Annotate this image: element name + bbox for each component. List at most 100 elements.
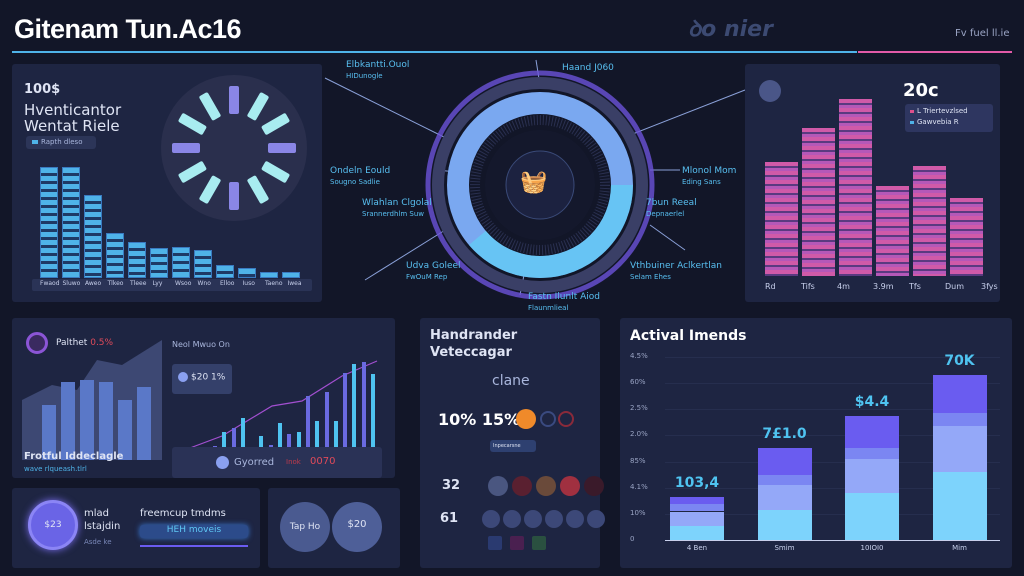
caption-sub: wave rlqueash.tlrl [24,465,87,473]
basket-icon: 🧺 [520,170,548,195]
bar [260,272,278,278]
dial-tick [261,161,290,183]
bar-label: 3fys [981,282,998,291]
bar-label: Tfs [909,282,921,291]
bar-label: Aweo [85,280,102,287]
legend-item: Gawvebia R [910,118,988,126]
y-tick-label: 0 [630,535,635,543]
footer-value: 0070 [310,456,336,467]
bar [282,272,300,278]
ring-label-title: Fastn Ilunlt Aiod [528,292,600,302]
badge-label: Rapth dleso [41,138,83,146]
ring-label-title: Wlahlan Clgolal [362,198,432,208]
dial-tick [268,143,296,153]
chip-dot-icon [178,372,188,382]
bar [231,428,236,454]
bar-segment [757,447,812,476]
header-divider-accent [858,51,1012,53]
x-tick-label: 10IOI0 [860,544,884,552]
bar-segment [670,496,724,504]
gridline [665,383,1000,385]
bar [61,382,75,460]
bar [315,421,320,454]
stats-panel: Handrander Veteccagar clane 10% 15% Inpe… [420,318,605,568]
ring-icon [540,411,556,427]
sub: clane [492,373,530,389]
bar-labels: Rd Tifs 4m 3.9m Tfs Dum 3fys [765,282,998,294]
ring-label-title: Mlonol Mom [682,166,737,176]
legend-badge: Rapth dleso [26,136,96,149]
chip-value: $20 1% [191,372,226,383]
name: lstajdin [84,521,121,532]
percentages: 10% 15% [438,410,520,429]
bar [287,434,292,454]
user-icon [566,510,584,528]
dial-tick [247,92,269,121]
name: mlad [84,508,109,519]
bar [238,268,256,278]
bar [259,436,264,454]
bar [172,246,190,278]
name-sub: Asde ke [84,538,112,546]
x-tick-label: Smim [774,544,795,552]
header-divider [12,51,857,53]
bar [118,400,132,460]
line-bars [185,356,385,454]
page-title: Gitenam Tun.Ac16 [14,14,242,44]
app-icon [532,536,546,550]
bar-segment [845,458,899,493]
chart-title: Neol Mwuo On [172,340,230,349]
heading: Hventicantor [24,101,122,119]
caption: Frotful Iddeclagle [24,451,124,462]
ring-label-sub: Srannerdhlm Suw [362,210,425,218]
bar [194,250,212,278]
bar [128,242,146,278]
bar-label: Sluwo [62,280,81,287]
data-label: 103,4 [674,474,720,491]
y-tick-label: 85% [630,456,646,465]
top-right-link[interactable]: Fv fuel ll.ie [955,28,1010,39]
bar [361,362,366,454]
row-count: 32 [442,478,461,493]
bar [40,167,58,278]
bar [42,405,56,460]
data-label: 7£1.0 [762,425,807,442]
bar-segment [757,509,812,540]
ring-label-sub: Selam Ehes [630,273,671,281]
globe-label: Tap Ho [289,522,321,532]
bar [150,248,168,278]
gridline [665,435,1000,437]
coin-icon [516,409,536,429]
progress-ring: $23 [28,500,78,550]
ring-label-title: Udva Goleel [406,261,461,271]
bar [296,432,301,454]
legend-item: L Triertevzlsed [910,107,988,118]
y-tick-label: 60% [630,378,646,387]
gridline [665,487,1000,489]
bar-segment [845,447,899,459]
globe-label: $20 [347,519,367,530]
dial-tick [199,92,221,121]
ring-label-title: 7bun Reeal [646,198,697,208]
legend: L Triertevzlsed Gawvebia R [905,104,993,132]
bar-segment [845,415,899,448]
app-icon [488,536,502,550]
y-tick-label: 2.5% [630,404,648,413]
x-tick-label: Mim [952,544,967,552]
dial-tick [178,161,207,183]
bar-chart [765,94,995,276]
gridline [665,409,1000,411]
bar-segment [932,375,987,414]
bar-segment [670,525,724,540]
bar [99,382,113,460]
ring-label-sub: Depnaerlel [646,210,685,218]
bar [839,99,872,276]
globe-icon: Tap Ho [280,502,330,552]
bar [80,380,94,460]
ring-label-sub: HIDunogle [346,72,383,80]
data-label: $4.4 [854,393,890,410]
bar-label: Iuso [242,280,255,287]
dial-tick [199,175,221,204]
bar-label: Wno [197,280,211,287]
bar-segment [845,492,899,540]
